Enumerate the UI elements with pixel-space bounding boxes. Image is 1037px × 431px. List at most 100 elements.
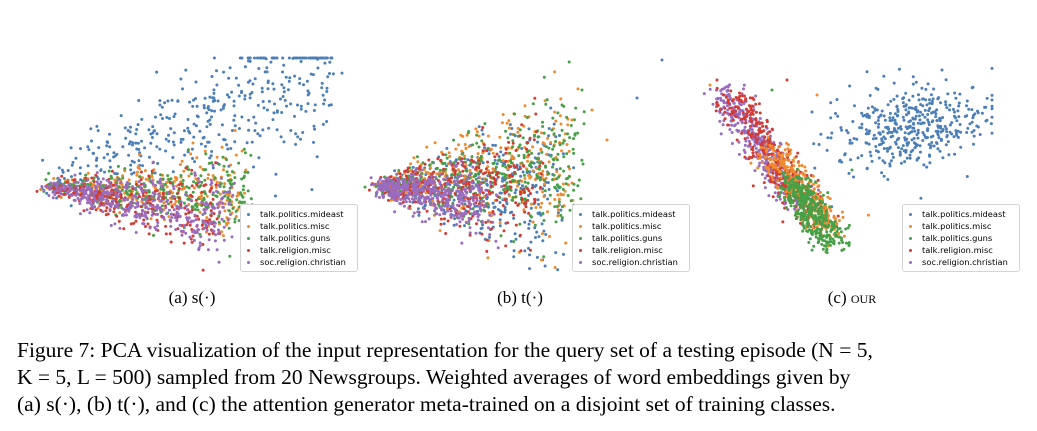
point-guns	[540, 150, 544, 154]
point-religion	[754, 137, 758, 141]
point-christian	[482, 199, 485, 203]
point-guns	[203, 178, 207, 182]
point-christian	[47, 194, 51, 197]
legend-entry: talk.politics.misc	[579, 220, 687, 232]
point-guns	[199, 174, 203, 178]
point-christian	[99, 180, 103, 184]
point-christian	[188, 235, 192, 239]
point-religion	[496, 170, 500, 174]
point-christian	[88, 188, 92, 192]
point-christian	[186, 218, 189, 222]
point-guns	[521, 136, 525, 140]
scatter-plot-b	[363, 58, 664, 272]
point-religion	[484, 167, 488, 171]
point-guns	[551, 147, 555, 151]
point-christian	[721, 113, 725, 117]
point-misc	[541, 190, 545, 194]
point-religion	[533, 96, 537, 100]
point-misc	[440, 150, 444, 154]
point-religion	[750, 133, 754, 137]
point-mideast	[887, 130, 891, 134]
point-religion	[496, 175, 500, 179]
legend-entry: talk.politics.mideast	[579, 208, 687, 220]
point-mideast	[945, 130, 949, 134]
point-christian	[726, 108, 730, 112]
point-misc	[59, 196, 63, 199]
point-religion	[772, 180, 775, 184]
point-religion	[147, 232, 151, 236]
legend-entry: talk.religion.misc	[247, 244, 355, 256]
point-mideast	[243, 97, 247, 101]
point-mideast	[863, 113, 867, 117]
point-christian	[232, 181, 236, 185]
point-guns	[242, 147, 246, 151]
point-guns	[138, 175, 142, 179]
point-christian	[119, 181, 123, 184]
point-religion	[746, 110, 750, 114]
point-guns	[498, 158, 502, 162]
point-christian	[209, 178, 213, 182]
point-christian	[402, 197, 406, 201]
point-mideast	[929, 93, 933, 97]
point-mideast	[233, 114, 237, 118]
point-guns	[504, 165, 508, 169]
point-mideast	[150, 136, 154, 139]
point-religion	[719, 108, 723, 112]
point-religion	[188, 223, 192, 227]
point-mideast	[285, 104, 288, 108]
point-guns	[552, 132, 556, 136]
point-misc	[215, 155, 219, 159]
point-misc	[171, 191, 175, 195]
point-christian	[412, 189, 416, 193]
point-christian	[107, 180, 111, 184]
point-misc	[560, 149, 563, 153]
point-mideast	[320, 86, 324, 90]
point-misc	[433, 141, 437, 145]
point-mideast	[66, 169, 70, 172]
point-mideast	[158, 103, 162, 107]
point-mideast	[924, 87, 928, 91]
point-mideast	[272, 87, 276, 91]
point-religion	[479, 169, 482, 173]
point-guns	[452, 161, 456, 165]
point-mideast	[885, 147, 889, 150]
point-religion	[214, 161, 218, 165]
point-mideast	[211, 96, 215, 100]
point-christian	[89, 198, 93, 202]
point-christian	[145, 197, 149, 201]
point-christian	[95, 199, 99, 203]
point-misc	[540, 201, 544, 205]
point-mideast	[848, 84, 852, 88]
point-mideast	[245, 141, 249, 145]
point-guns	[226, 196, 230, 200]
legend-entry: talk.politics.guns	[579, 232, 687, 244]
point-misc	[127, 178, 131, 182]
point-christian	[118, 226, 122, 230]
point-christian	[95, 188, 99, 192]
point-religion	[406, 170, 410, 174]
point-mideast	[899, 125, 903, 129]
point-mideast	[957, 115, 961, 119]
point-mideast	[953, 91, 957, 95]
point-guns	[577, 178, 581, 182]
point-religion	[747, 129, 751, 133]
point-mideast	[958, 92, 962, 96]
point-mideast	[261, 56, 265, 60]
point-guns	[242, 184, 246, 188]
point-religion	[122, 227, 126, 231]
point-christian	[737, 140, 741, 144]
point-christian	[428, 187, 432, 191]
point-guns	[560, 216, 564, 220]
point-religion	[477, 166, 481, 170]
point-misc	[463, 143, 467, 146]
point-religion	[739, 117, 743, 121]
point-religion	[723, 106, 727, 110]
point-christian	[202, 208, 206, 212]
point-christian	[462, 187, 466, 191]
point-mideast	[304, 56, 308, 60]
point-misc	[477, 134, 481, 138]
point-mideast	[41, 158, 45, 162]
point-misc	[540, 258, 543, 262]
point-mideast	[509, 239, 513, 243]
point-misc	[486, 134, 490, 138]
